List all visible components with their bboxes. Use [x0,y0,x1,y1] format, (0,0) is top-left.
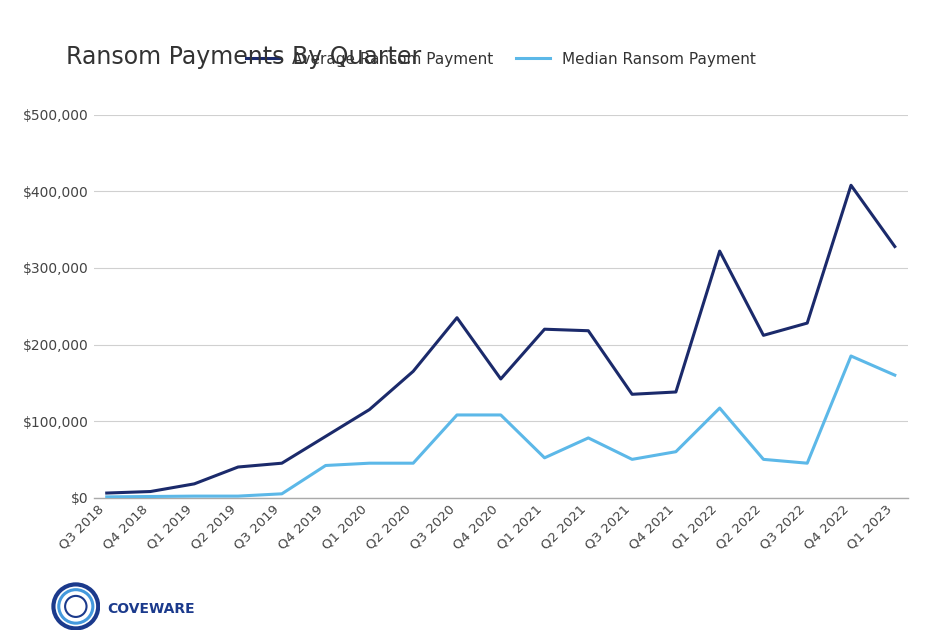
Average Ransom Payment [714,248,725,255]
Average Ransom Payment [451,314,462,322]
Median Ransom Payment [451,411,462,419]
Average Ransom Payment [407,367,418,375]
Median Ransom Payment [320,462,331,470]
Average Ransom Payment [583,327,594,334]
Median Ransom Payment [495,411,506,419]
Text: Ransom Payments By Quarter: Ransom Payments By Quarter [66,45,421,69]
Average Ransom Payment [101,489,112,497]
Average Ransom Payment [145,487,156,495]
Line: Average Ransom Payment: Average Ransom Payment [107,185,895,493]
Average Ransom Payment [232,463,243,471]
Average Ransom Payment [276,459,287,467]
Median Ransom Payment [364,459,375,467]
Median Ransom Payment [232,493,243,500]
Average Ransom Payment [539,325,550,333]
Average Ransom Payment [758,332,769,339]
Median Ransom Payment [801,459,812,467]
Average Ransom Payment [364,406,375,413]
Median Ransom Payment [714,404,725,412]
Median Ransom Payment [407,459,418,467]
Median Ransom Payment [276,490,287,498]
Average Ransom Payment [626,390,637,398]
Average Ransom Payment [189,480,200,487]
Average Ransom Payment [845,181,856,189]
Average Ransom Payment [495,375,506,383]
Median Ransom Payment [145,493,156,500]
Median Ransom Payment [583,434,594,441]
Median Ransom Payment [539,454,550,462]
Median Ransom Payment [845,352,856,360]
Median Ransom Payment [626,456,637,463]
Average Ransom Payment [320,433,331,440]
Line: Median Ransom Payment: Median Ransom Payment [107,356,895,497]
Average Ransom Payment [670,388,681,396]
Text: COVEWARE: COVEWARE [108,602,196,616]
Median Ransom Payment [670,448,681,456]
Median Ransom Payment [189,493,200,500]
Median Ransom Payment [889,371,900,379]
Median Ransom Payment [101,493,112,501]
Average Ransom Payment [889,242,900,250]
Average Ransom Payment [801,319,812,327]
Median Ransom Payment [758,456,769,463]
Legend: Average Ransom Payment, Median Ransom Payment: Average Ransom Payment, Median Ransom Pa… [240,46,762,73]
